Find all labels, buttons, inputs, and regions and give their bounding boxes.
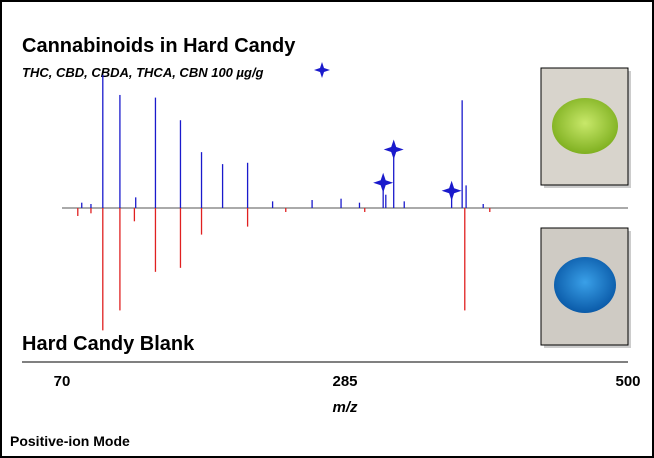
- blank-title: Hard Candy Blank: [22, 333, 195, 355]
- x-tick-label: 500: [615, 373, 640, 390]
- peak-star: [383, 139, 404, 160]
- peak-star: [373, 172, 394, 193]
- star-legend: [314, 62, 330, 78]
- photo-blank: [540, 227, 631, 348]
- x-axis-title: m/z: [332, 399, 358, 416]
- x-tick-label: 70: [54, 373, 71, 390]
- subtitle: THC, CBD, CBDA, THCA, CBN 100 µg/g: [22, 65, 264, 80]
- peak-star: [441, 180, 462, 201]
- x-tick-label: 285: [332, 373, 357, 390]
- photo-sample: [540, 67, 631, 188]
- chart-title: Cannabinoids in Hard Candy: [22, 35, 296, 57]
- footer: Positive-ion Mode: [10, 433, 130, 449]
